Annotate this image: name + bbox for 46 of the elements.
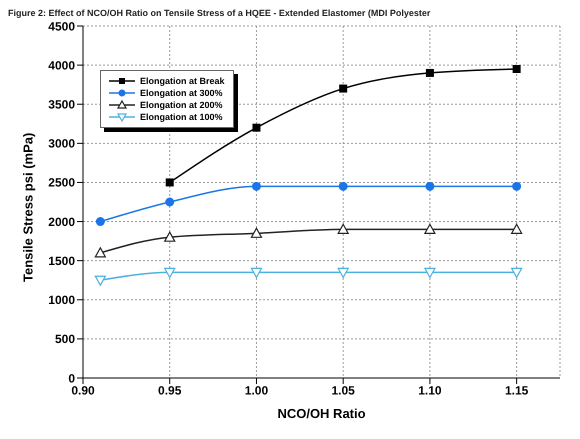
x-tick-label: 0.95 [158, 384, 182, 398]
point [338, 268, 349, 278]
point [94, 276, 106, 286]
y-tick-label: 1500 [48, 254, 76, 268]
point [338, 182, 348, 191]
point [164, 268, 176, 278]
y-tick-label: 1000 [48, 293, 76, 308]
chart-title: Figure 2: Effect of NCO/OH Ratio on Tensile Stress of a HQEE - Extended Elastomer (MDI Polyester [8, 8, 432, 18]
y-axis-title: Tensile Stress psi (mPa) [20, 132, 36, 282]
y-tick-label: 500 [54, 332, 76, 346]
point [166, 178, 174, 186]
y-tick-label: 3000 [48, 136, 76, 151]
x-tick-label: 1.05 [332, 384, 356, 398]
point [94, 247, 106, 258]
point [250, 228, 262, 238]
legend-label: Elongation at Break [140, 75, 225, 87]
y-tick-label: 3500 [48, 97, 76, 112]
point [424, 224, 436, 234]
y-tick-label: 4500 [48, 19, 76, 34]
x-tick-label: 1.15 [504, 384, 529, 398]
y-tick-label: 4000 [48, 58, 76, 72]
point [252, 182, 261, 191]
point [338, 224, 349, 234]
x-axis-title: NCO/OH Ratio [277, 406, 366, 421]
y-tick-label: 0 [68, 371, 76, 386]
point [339, 84, 348, 93]
point [511, 268, 522, 278]
point [252, 124, 260, 132]
point [512, 182, 522, 191]
y-tick-label: 2500 [48, 176, 76, 190]
point [512, 65, 521, 74]
legend-label: Elongation at 300% [140, 87, 223, 99]
x-tick-label: 1.10 [418, 384, 442, 398]
legend-label: Elongation at 200% [140, 99, 223, 111]
point [96, 217, 105, 226]
point [425, 182, 434, 191]
point [250, 268, 262, 278]
legend-label: Elongation at 100% [140, 111, 223, 123]
x-tick-label: 0.90 [71, 384, 95, 398]
x-tick-label: 1.00 [244, 384, 268, 398]
point [164, 232, 176, 242]
point [424, 268, 436, 278]
point [426, 68, 434, 77]
point [511, 224, 522, 234]
y-tick-label: 2000 [48, 214, 76, 229]
point [165, 198, 174, 206]
